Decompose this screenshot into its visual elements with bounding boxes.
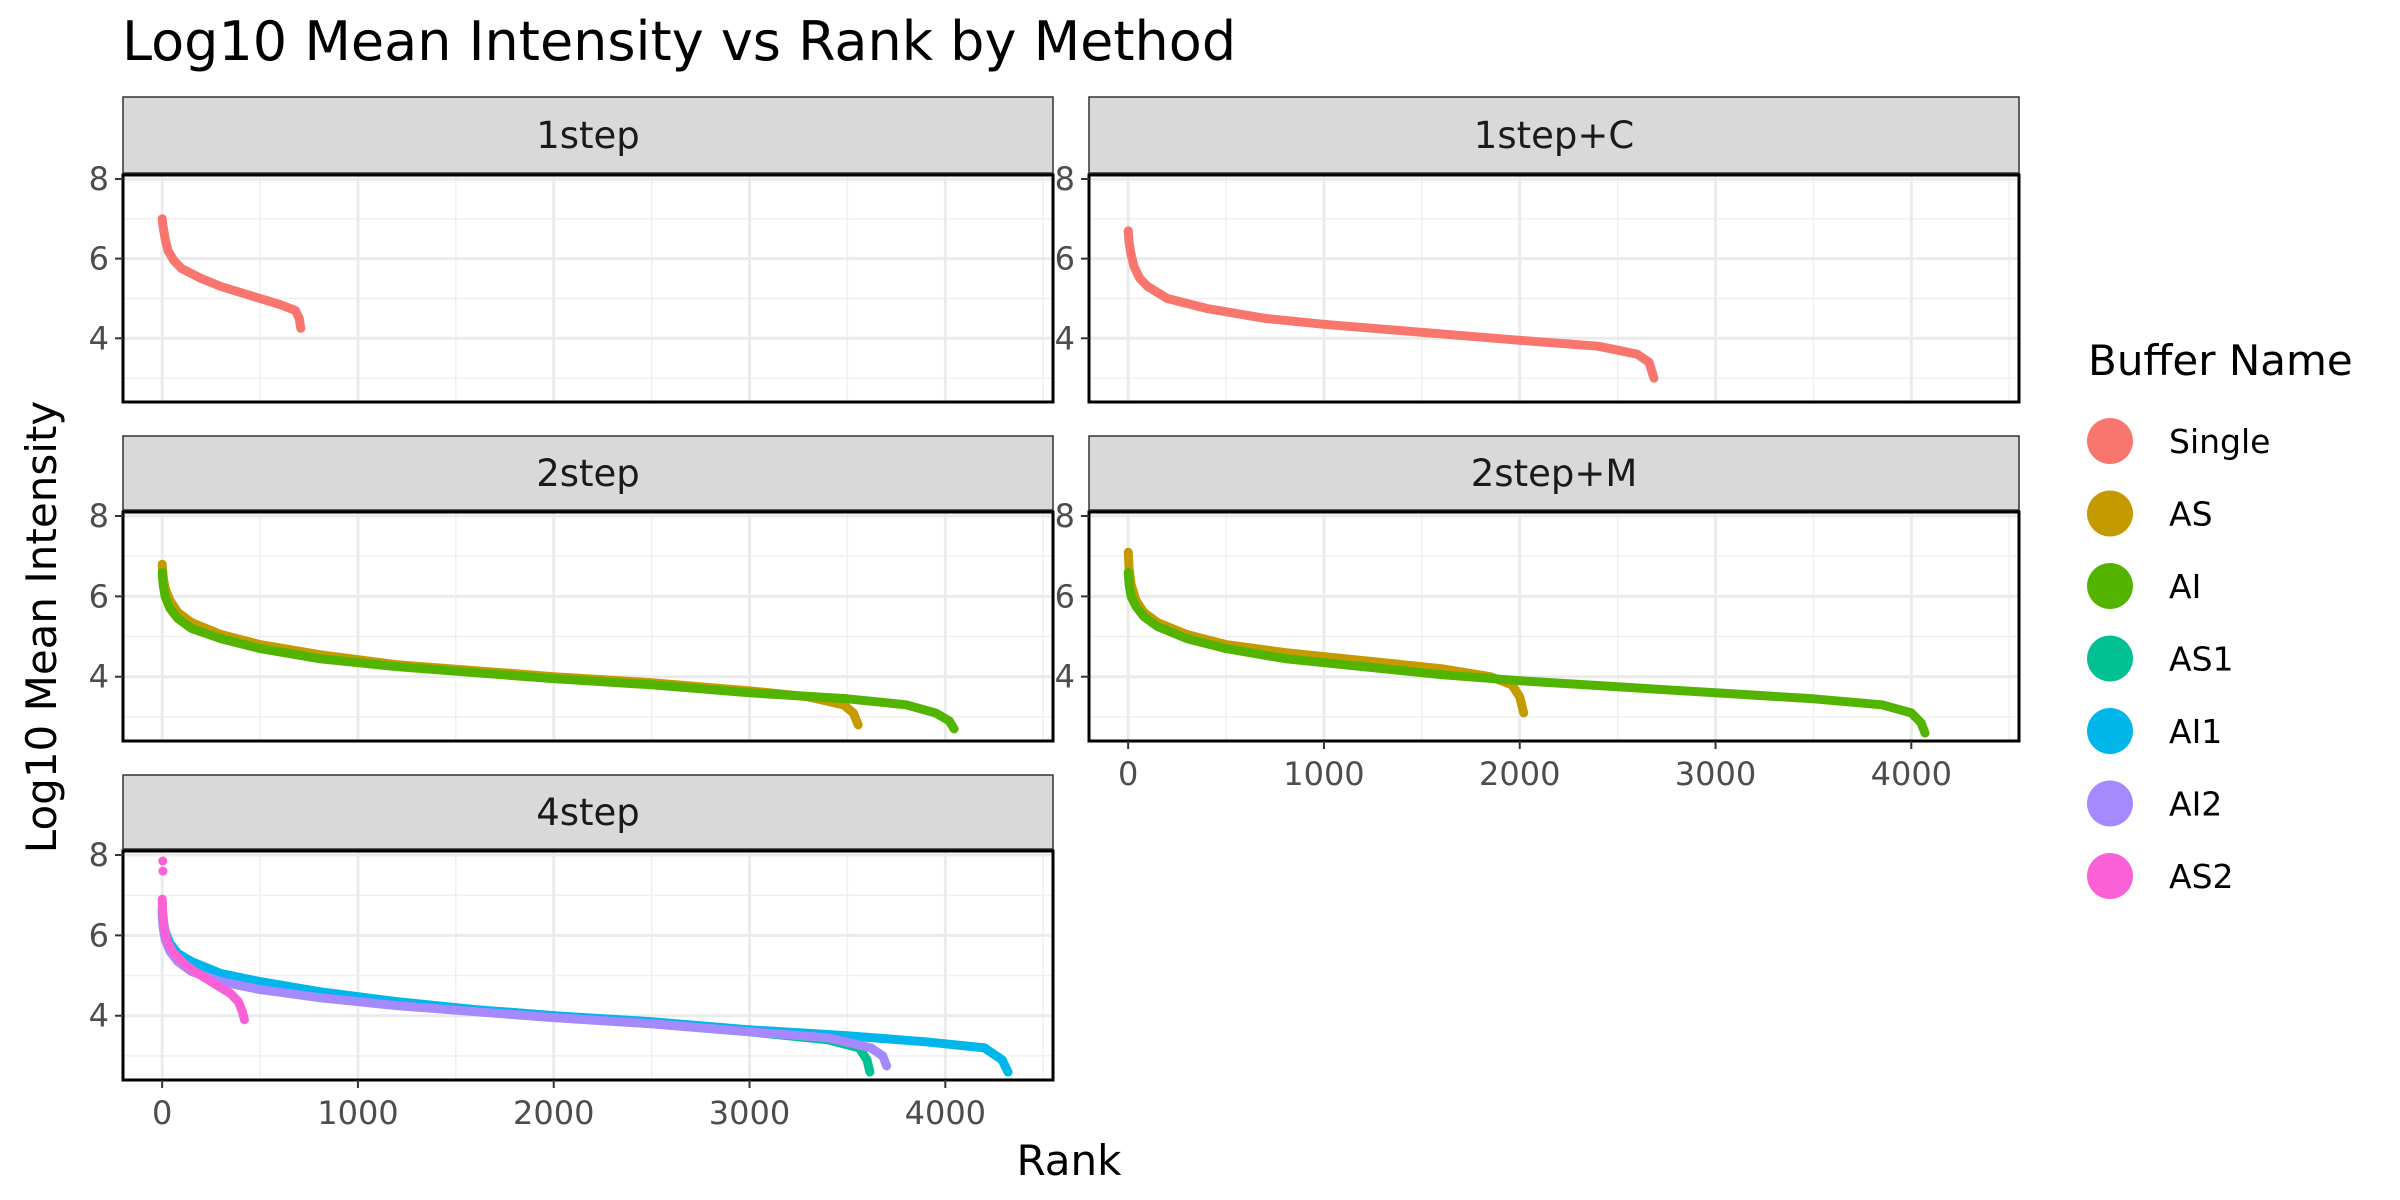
legend-label: AS xyxy=(2169,495,2213,534)
facet-strip-label: 2step+M xyxy=(1471,452,1638,495)
y-tick-label: 4 xyxy=(89,319,109,357)
x-tick-label: 4000 xyxy=(1871,755,1952,793)
facet-strip xyxy=(122,96,1054,174)
facet-strip xyxy=(122,435,1054,511)
y-tick-label: 6 xyxy=(89,240,109,278)
panel-background xyxy=(1089,175,2019,402)
panel-border xyxy=(1087,510,2021,743)
legend-item: AS2 xyxy=(2087,853,2234,899)
legend-title: Buffer Name xyxy=(2088,336,2353,385)
series-line-ai xyxy=(1123,567,1930,738)
facet-panel: 2step 4 6 8 xyxy=(89,435,1055,743)
y-tick-label: 4 xyxy=(1055,319,1075,357)
x-tick-label: 2000 xyxy=(1479,755,1560,793)
y-tick-label: 6 xyxy=(1055,577,1075,615)
panel-background xyxy=(123,175,1053,402)
outlier-point xyxy=(158,856,168,866)
y-tick-label: 8 xyxy=(89,497,109,535)
y-tick-label: 8 xyxy=(1055,160,1075,198)
legend-key xyxy=(2087,490,2133,537)
y-tick-label: 8 xyxy=(89,836,109,874)
facet-panel: 4step 4 6 8 0 1000 2000 3000 4000 xyxy=(89,774,1055,1132)
series-line-as2 xyxy=(157,894,249,1025)
series-line-ai xyxy=(157,567,959,734)
facet-panel: 1step 4 6 8 xyxy=(89,96,1055,404)
legend-key xyxy=(2087,635,2133,682)
facet-strip-label: 1step xyxy=(536,114,640,157)
y-tick-label: 4 xyxy=(89,658,109,696)
legend-key xyxy=(2087,563,2133,609)
legend-item: Single xyxy=(2087,418,2270,464)
legend-item: AI1 xyxy=(2087,708,2222,754)
x-tick-label: 0 xyxy=(152,1094,172,1132)
panel-border xyxy=(121,510,1055,743)
y-tick-label: 4 xyxy=(89,997,109,1035)
legend-item: AS xyxy=(2087,490,2213,537)
facet-strip-label: 1step+C xyxy=(1474,114,1634,157)
facet-strip xyxy=(1088,96,2020,174)
legend-item: AS1 xyxy=(2087,635,2234,682)
y-tick-label: 8 xyxy=(89,160,109,198)
legend-label: AS1 xyxy=(2169,640,2234,679)
legend-key xyxy=(2087,780,2133,827)
facet-strip-label: 4step xyxy=(536,791,640,834)
facet-panel: 1step+C 4 6 8 xyxy=(1055,96,2021,404)
x-tick-label: 1000 xyxy=(1283,755,1364,793)
x-axis-title: Rank xyxy=(1017,1136,1123,1185)
y-tick-label: 8 xyxy=(1055,497,1075,535)
y-axis-title: Log10 Mean Intensity xyxy=(17,401,66,853)
facet-panel: 2step+M 4 6 8 0 1000 2000 3000 4000 xyxy=(1055,435,2021,793)
facet-panels: 1step 4 6 8 1step+C 4 6 8 2step 4 6 8 2step+M 4 6 8 0 100… xyxy=(89,96,2021,1132)
y-tick-label: 4 xyxy=(1055,658,1075,696)
legend-key xyxy=(2087,853,2133,899)
legend: Buffer Name Single AS AI AS1 AI1 AI2 AS2 xyxy=(2087,336,2353,899)
legend-item: AI xyxy=(2087,563,2201,609)
legend-item: AI2 xyxy=(2087,780,2222,827)
series-line-single xyxy=(157,214,306,333)
outlier-point xyxy=(158,866,168,876)
panel-background xyxy=(123,851,1053,1080)
x-tick-label: 1000 xyxy=(317,1094,398,1132)
x-tick-label: 4000 xyxy=(905,1094,986,1132)
panel-border xyxy=(121,173,1055,404)
facet-strip-label: 2step xyxy=(536,452,640,495)
legend-key xyxy=(2087,418,2133,464)
x-tick-label: 3000 xyxy=(709,1094,790,1132)
y-tick-label: 6 xyxy=(89,916,109,954)
panel-border xyxy=(1087,173,2021,404)
legend-label: AI2 xyxy=(2169,785,2222,824)
y-tick-label: 6 xyxy=(1055,240,1075,278)
series-line-single xyxy=(1123,226,1659,383)
x-tick-label: 0 xyxy=(1118,755,1138,793)
panel-border xyxy=(121,849,1055,1082)
legend-label: AI1 xyxy=(2169,712,2222,751)
y-tick-label: 6 xyxy=(89,577,109,615)
facet-strip xyxy=(1088,435,2020,511)
legend-label: AS2 xyxy=(2169,857,2234,896)
legend-label: Single xyxy=(2169,422,2270,461)
legend-label: AI xyxy=(2169,567,2201,606)
x-tick-label: 2000 xyxy=(513,1094,594,1132)
legend-key xyxy=(2087,708,2133,754)
facet-strip xyxy=(122,774,1054,850)
x-tick-label: 3000 xyxy=(1675,755,1756,793)
chart-title: Log10 Mean Intensity vs Rank by Method xyxy=(122,10,1236,73)
